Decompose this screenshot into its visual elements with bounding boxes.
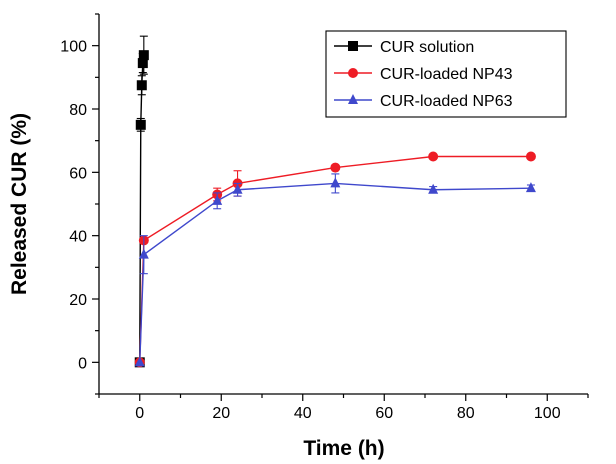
legend-label: CUR-loaded NP63 <box>380 93 513 110</box>
y-tick-label: 40 <box>69 229 87 246</box>
legend-marker <box>348 41 358 51</box>
data-point <box>232 183 243 194</box>
y-tick-label: 100 <box>60 39 87 56</box>
legend-marker <box>348 94 358 104</box>
y-tick-label: 0 <box>78 355 87 372</box>
axes: 0 20 40 60 80 100 0 20 40 60 80 100 <box>60 13 589 422</box>
series-1 <box>134 35 149 368</box>
x-tick-label: 100 <box>534 405 561 422</box>
series-3 <box>134 173 536 367</box>
series-line <box>139 182 531 363</box>
y-tick-label: 80 <box>69 102 87 119</box>
x-tick-label: 60 <box>375 405 393 422</box>
data-point <box>428 151 439 162</box>
y-tick-label: 20 <box>69 292 87 309</box>
y-tick-label: 60 <box>69 165 87 182</box>
data-point <box>134 356 145 367</box>
data-point <box>330 177 341 188</box>
data-point <box>135 119 146 130</box>
legend-marker <box>348 68 358 78</box>
x-axis-title: Time (h) <box>303 437 384 460</box>
legend-label: CUR solution <box>380 39 474 56</box>
y-axis-title: Released CUR (%) <box>8 113 31 295</box>
legend: CUR solution CUR-loaded NP43 CUR-loaded NP… <box>325 30 567 118</box>
data-point <box>136 80 147 91</box>
x-tick-label: 80 <box>457 405 475 422</box>
data-point <box>138 248 149 259</box>
legend-label: CUR-loaded NP43 <box>380 66 513 83</box>
data-point <box>525 182 536 193</box>
data-point <box>525 151 536 162</box>
x-tick-label: 40 <box>294 405 312 422</box>
series-layer <box>134 35 536 368</box>
data-point <box>212 194 223 205</box>
data-point <box>137 58 148 69</box>
x-tick-label: 0 <box>135 405 144 422</box>
data-point <box>138 50 149 61</box>
data-point <box>330 162 341 173</box>
data-point <box>428 183 439 194</box>
x-tick-label: 20 <box>212 405 230 422</box>
